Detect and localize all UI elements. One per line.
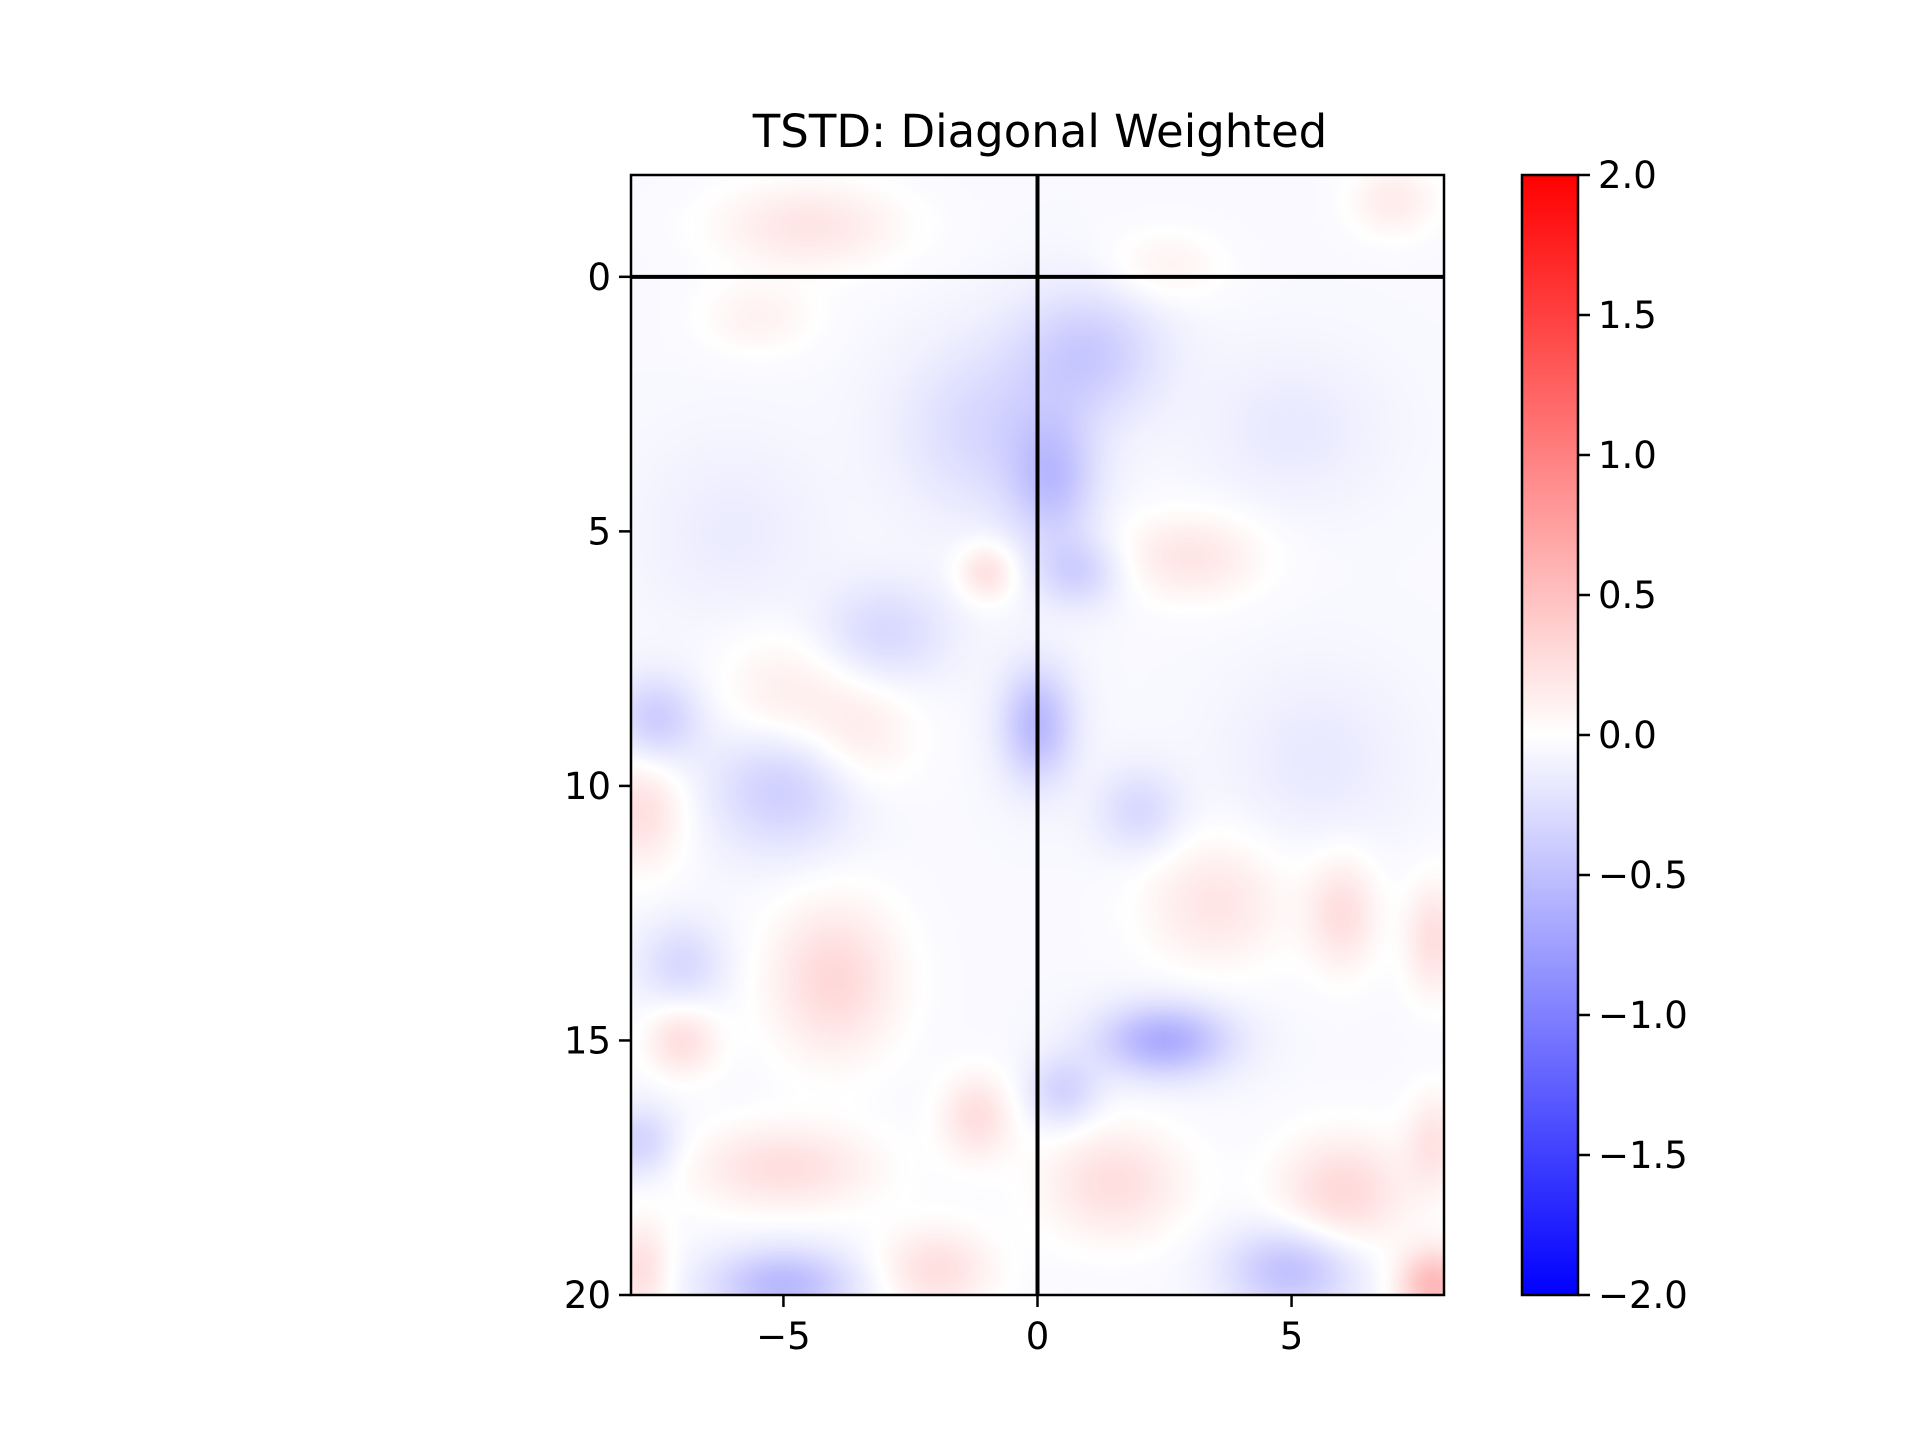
x-tick-label: 0	[1026, 1315, 1050, 1358]
heatmap-plot: −5 0 5 0 5 10 15 20	[564, 173, 1446, 1358]
reference-lines	[631, 175, 1444, 1295]
colorbar-tick-label: 0.0	[1598, 714, 1657, 757]
y-axis: 0 5 10 15 20	[564, 256, 631, 1317]
y-tick-label: 10	[564, 765, 611, 808]
colorbar-tick-label: −1.5	[1598, 1134, 1688, 1177]
colorbar-tick-label: −1.0	[1598, 994, 1688, 1037]
colorbar-tick-label: 1.0	[1598, 434, 1657, 477]
chart-title: TSTD: Diagonal Weighted	[752, 105, 1327, 158]
x-tick-label: −5	[756, 1315, 811, 1358]
y-tick-label: 15	[564, 1019, 611, 1062]
colorbar: 2.0 1.5 1.0 0.5 0.0 −0.5 −1.0 −1.5 −2.0	[1520, 154, 1688, 1317]
colorbar-tick-label: −0.5	[1598, 854, 1688, 897]
y-tick-label: 0	[587, 256, 611, 299]
colorbar-tick-label: 1.5	[1598, 294, 1657, 337]
colorbar-gradient	[1520, 173, 1580, 1297]
y-tick-label: 20	[564, 1274, 611, 1317]
colorbar-axis: 2.0 1.5 1.0 0.5 0.0 −0.5 −1.0 −1.5 −2.0	[1578, 154, 1688, 1317]
x-axis: −5 0 5	[756, 1295, 1303, 1358]
x-tick-label: 5	[1280, 1315, 1304, 1358]
colorbar-tick-label: 2.0	[1598, 154, 1657, 197]
colorbar-tick-label: 0.5	[1598, 574, 1657, 617]
y-tick-label: 5	[587, 510, 611, 553]
colorbar-tick-label: −2.0	[1598, 1274, 1688, 1317]
